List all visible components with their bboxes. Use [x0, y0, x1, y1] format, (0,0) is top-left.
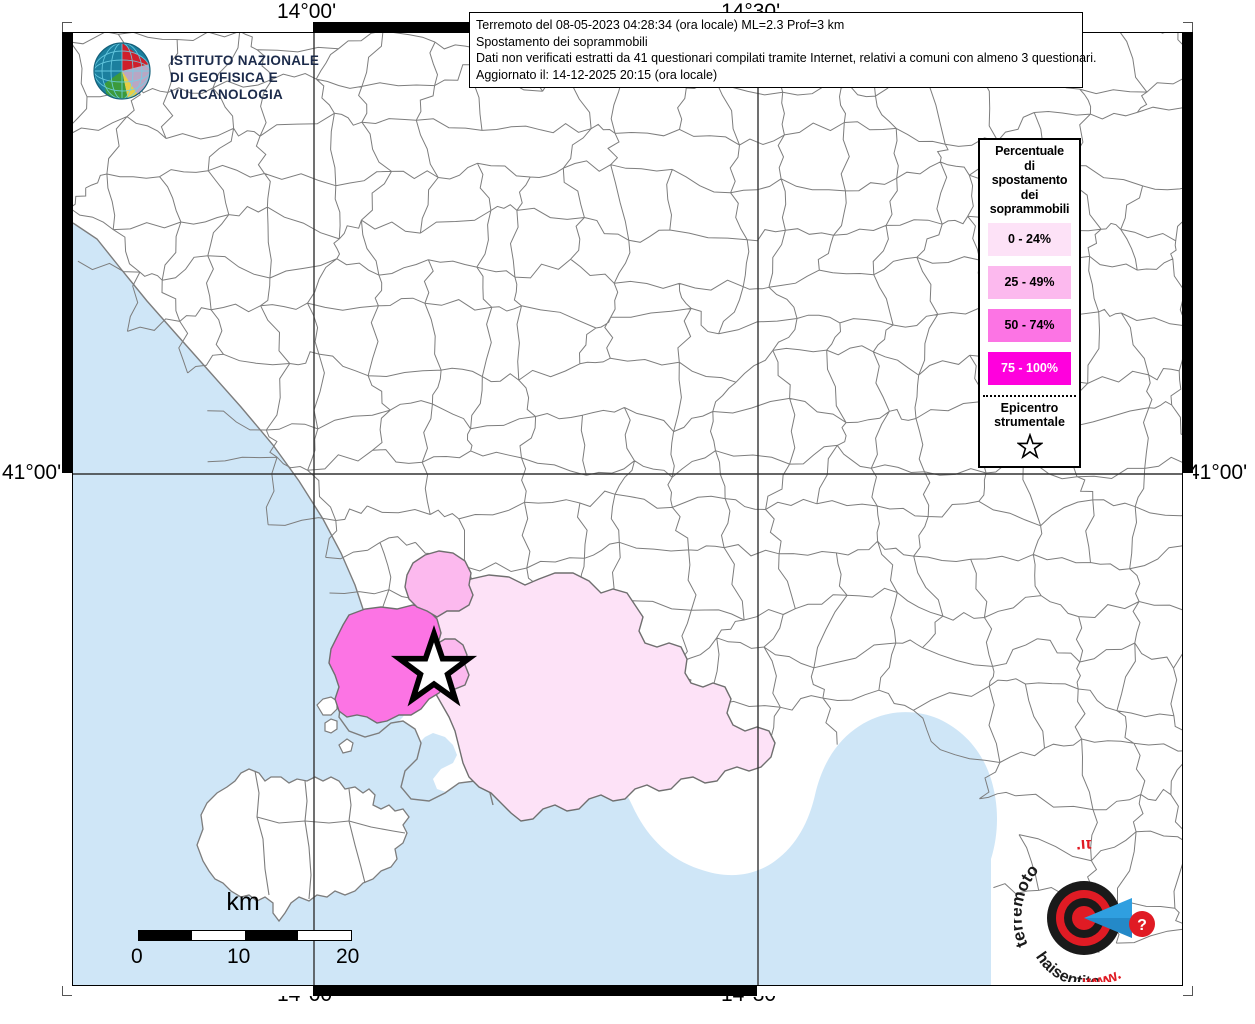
watermark-text-top-tld: .it — [1074, 840, 1092, 854]
earthquake-info-box: Terremoto del 08-05-2023 04:28:34 (ora l… — [469, 12, 1097, 88]
graticule-label-top-left: 14°00' — [277, 0, 337, 23]
legend-epicenter-label: Epicentro strumentale — [980, 397, 1079, 430]
legend-star-icon — [980, 432, 1079, 464]
map-scalebar: km 0 10 20 — [131, 888, 371, 974]
question-badge-icon: ? — [1129, 911, 1155, 937]
coastline — [73, 222, 494, 806]
scalebar-bar — [138, 930, 352, 941]
legend-title-line-4: dei — [1020, 187, 1039, 202]
legend-swatch-50-74[interactable]: 50 - 74% — [988, 308, 1071, 342]
region-25-49-a — [404, 550, 474, 618]
frame-tick — [313, 986, 757, 996]
island-group — [196, 768, 410, 923]
region-0-24 — [424, 572, 776, 822]
ingv-globe-icon — [93, 42, 151, 100]
watermark-text-bottom-www: www. — [1082, 966, 1125, 982]
info-line-source: Dati non verificati estratti da 41 quest… — [476, 51, 1097, 65]
ingv-logo-line-1: ISTITUTO NAZIONALE — [170, 53, 320, 68]
legend-title-line-1: Percentuale — [995, 144, 1064, 158]
frame-tick-band-bottom — [72, 986, 1183, 996]
graticule-label-right: 41°00' — [1188, 461, 1248, 484]
ingv-logo: ISTITUTO NAZIONALE DI GEOFISICA E VULCAN… — [88, 40, 328, 102]
legend-epicenter-line-1: Epicentro — [1000, 400, 1059, 415]
legend-title-line-5: soprammobili — [989, 202, 1070, 216]
svg-text:?: ? — [1137, 917, 1147, 934]
scalebar-label-0: 0 — [131, 945, 143, 968]
watermark-text-top: terremoto — [1014, 861, 1042, 950]
frame-tick — [62, 32, 72, 473]
map-legend: Percentuale di spostamento dei soprammob… — [978, 138, 1081, 468]
legend-title-line-2: di — [1024, 158, 1035, 173]
frame-tick — [1183, 32, 1193, 473]
legend-swatch-75-100[interactable]: 75 - 100% — [988, 351, 1071, 385]
legend-swatch-0-24[interactable]: 0 - 24% — [988, 222, 1071, 256]
scalebar-segment — [139, 931, 192, 940]
legend-separator — [983, 394, 1076, 397]
scalebar-unit-label: km — [226, 888, 260, 916]
epicenter-star — [390, 625, 478, 707]
ingv-logo-text: ISTITUTO NAZIONALE DI GEOFISICA E VULCAN… — [170, 52, 328, 103]
legend-title: Percentuale di spostamento dei soprammob… — [980, 140, 1079, 217]
info-line-event: Terremoto del 08-05-2023 04:28:34 (ora l… — [476, 18, 845, 32]
island-polygon — [196, 768, 410, 923]
legend-epicenter-line-2: strumentale — [994, 415, 1065, 429]
scalebar-segment — [245, 931, 298, 940]
scalebar-label-10: 10 — [227, 945, 251, 968]
ingv-logo-line-2: DI GEOFISICA E VULCANOLOGIA — [170, 70, 284, 102]
graticule-label-left: 41°00' — [2, 461, 62, 484]
info-line-updated: Aggiornato il: 14-12-2025 20:15 (ora loc… — [476, 67, 718, 82]
legend-title-line-3: spostamento — [991, 173, 1068, 187]
haisentito-watermark[interactable]: ? terremoto .it haisentito www. — [1006, 834, 1164, 991]
legend-swatches: 0 - 24% 25 - 49% 50 - 74% 75 - 100% — [980, 222, 1079, 385]
legend-swatch-25-49[interactable]: 25 - 49% — [988, 265, 1071, 299]
frame-tick-band-left — [62, 32, 72, 986]
info-line-subject: Spostamento dei soprammobili — [476, 34, 648, 49]
scalebar-label-20: 20 — [336, 945, 360, 968]
frame-tick-band-right — [1183, 32, 1193, 986]
